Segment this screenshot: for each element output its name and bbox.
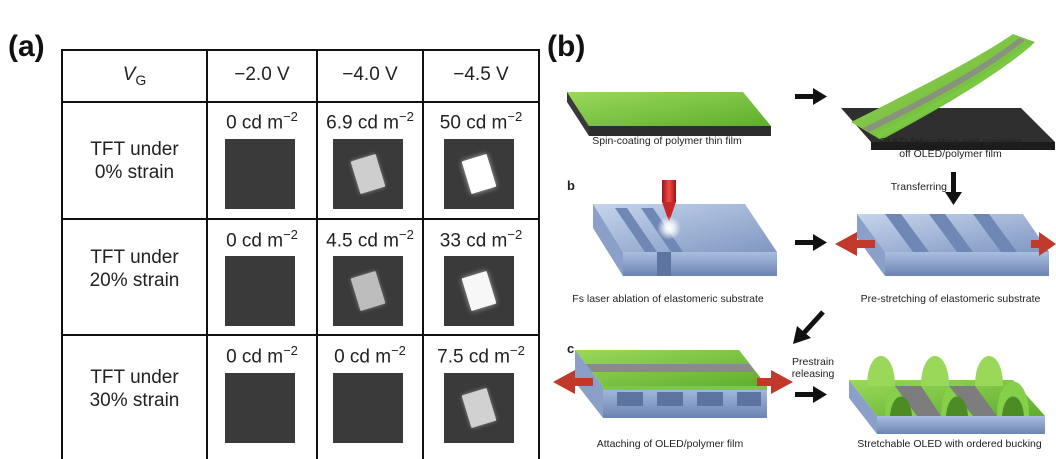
- sub-label-c: c: [567, 341, 575, 356]
- caption-transferring: Transferring: [890, 181, 947, 193]
- arrow-diagonal-icon: [793, 310, 825, 344]
- pixel-photo: [333, 139, 403, 209]
- row-label-0: TFT under 0% strain: [63, 138, 206, 184]
- row-label-1: TFT under 20% strain: [63, 246, 206, 292]
- pixel-emission: [461, 153, 497, 195]
- caption-laser-ablation: Fs laser ablation of elastomeric substra…: [572, 293, 764, 305]
- pixel-photo: [225, 373, 295, 443]
- table-border-left: [61, 49, 63, 459]
- spin-coated-film: [567, 92, 771, 136]
- caption-release-line2: releasing: [791, 368, 835, 380]
- table-border-top: [61, 49, 540, 51]
- prestretched-substrate: [857, 214, 1049, 276]
- luminance-value: 50 cd m−2: [439, 109, 523, 134]
- header-col-2: −4.0 V: [342, 64, 398, 85]
- row-label-0-line2: 0% strain: [94, 162, 175, 183]
- row-label-0-line1: TFT under: [90, 139, 179, 160]
- table-divider-header: [61, 101, 540, 103]
- pixel-emission: [461, 270, 497, 312]
- row-label-1-line1: TFT under: [90, 247, 179, 268]
- row-label-2-line1: TFT under: [90, 367, 179, 388]
- arrow-right-icon: [795, 386, 827, 403]
- pixel-emission: [350, 270, 386, 312]
- stretch-arrow-right-icon: [1031, 232, 1056, 256]
- header-vg-sub: G: [135, 71, 147, 88]
- header-col-1: −2.0 V: [234, 64, 290, 85]
- fabrication-schematic: Spin-coating of polymer thin film OLED f…: [545, 30, 1056, 454]
- caption-oled-line2: off OLED/polymer film: [899, 148, 1002, 160]
- arrow-right-icon: [795, 234, 827, 251]
- row-label-1-line2: 20% strain: [89, 270, 180, 291]
- pixel-photo: [444, 373, 514, 443]
- luminance-unit-exponent: −2: [507, 227, 523, 242]
- sub-label-b: b: [567, 178, 575, 193]
- luminance-value: 0 cd m−2: [226, 227, 298, 252]
- table-divider-col1: [206, 49, 208, 459]
- luminance-unit-exponent: −2: [283, 343, 298, 358]
- pixel-photo: [333, 256, 403, 326]
- luminance-unit-exponent: −2: [399, 109, 414, 124]
- header-vg: VG: [63, 64, 206, 88]
- laser-ablated-substrate: [593, 204, 777, 276]
- panel-a-label: (a): [8, 30, 45, 63]
- luminance-unit-exponent: −2: [283, 227, 298, 242]
- luminance-unit-exponent: −2: [510, 343, 525, 358]
- caption-prestrain-releasing: Prestrain releasing: [781, 356, 845, 380]
- pixel-photo: [225, 256, 295, 326]
- luminance-unit-exponent: −2: [283, 109, 298, 124]
- table-divider-col3: [422, 49, 424, 459]
- luminance-table: VG −2.0 V −4.0 V −4.5 V TFT under 0% str…: [61, 49, 540, 459]
- buckled-stretchable-oled: [849, 356, 1045, 434]
- luminance-value: 0 cd m−2: [226, 109, 298, 134]
- luminance-unit-exponent: −2: [399, 227, 414, 242]
- schematic-drawing: [553, 34, 1056, 434]
- pixel-photo: [333, 373, 403, 443]
- caption-prestretching: Pre-stretching of elastomeric substrate: [860, 293, 1041, 305]
- header-col-3: −4.5 V: [453, 64, 509, 85]
- caption-stretchable-oled: Stretchable OLED with ordered bucking: [857, 438, 1042, 450]
- luminance-value: 7.5 cd m−2: [437, 343, 525, 368]
- caption-release-line1: Prestrain: [791, 356, 834, 368]
- stretch-arrow-right-icon: [757, 370, 793, 394]
- pixel-photo: [225, 139, 295, 209]
- pixel-photo: [444, 256, 514, 326]
- caption-oled-fabrication: OLED fabrication and stripping off OLED/…: [845, 136, 1056, 160]
- table-divider-row1: [61, 218, 540, 220]
- pixel-photo: [444, 139, 514, 209]
- table-divider-row2: [61, 334, 540, 336]
- luminance-value: 6.9 cd m−2: [326, 109, 414, 134]
- luminance-unit-exponent: −2: [507, 109, 523, 124]
- oled-peeling-film: [841, 34, 1055, 150]
- panel-b-label: (b): [547, 30, 586, 63]
- table-border-right: [538, 49, 540, 459]
- caption-spin-coating: Spin-coating of polymer thin film: [592, 135, 742, 147]
- luminance-value: 33 cd m−2: [439, 227, 523, 252]
- arrow-down-icon: [945, 172, 962, 205]
- laser-beam: [657, 180, 681, 240]
- luminance-unit-exponent: −2: [391, 343, 406, 358]
- table-divider-col2: [316, 49, 318, 459]
- stretch-arrow-left-icon: [835, 232, 875, 256]
- row-label-2: TFT under 30% strain: [63, 366, 206, 412]
- attached-oled-film: [575, 350, 767, 418]
- pixel-emission: [461, 387, 497, 429]
- row-label-2-line2: 30% strain: [89, 390, 180, 411]
- caption-attaching: Attaching of OLED/polymer film: [596, 438, 744, 450]
- arrow-right-icon: [795, 88, 827, 105]
- luminance-value: 4.5 cd m−2: [326, 227, 414, 252]
- caption-oled-line1: OLED fabrication and stripping: [879, 136, 1022, 148]
- header-vg-main: V: [122, 64, 136, 85]
- pixel-emission: [350, 153, 386, 195]
- stretch-arrow-left-icon: [553, 370, 593, 394]
- luminance-value: 0 cd m−2: [226, 343, 298, 368]
- luminance-value: 0 cd m−2: [334, 343, 406, 368]
